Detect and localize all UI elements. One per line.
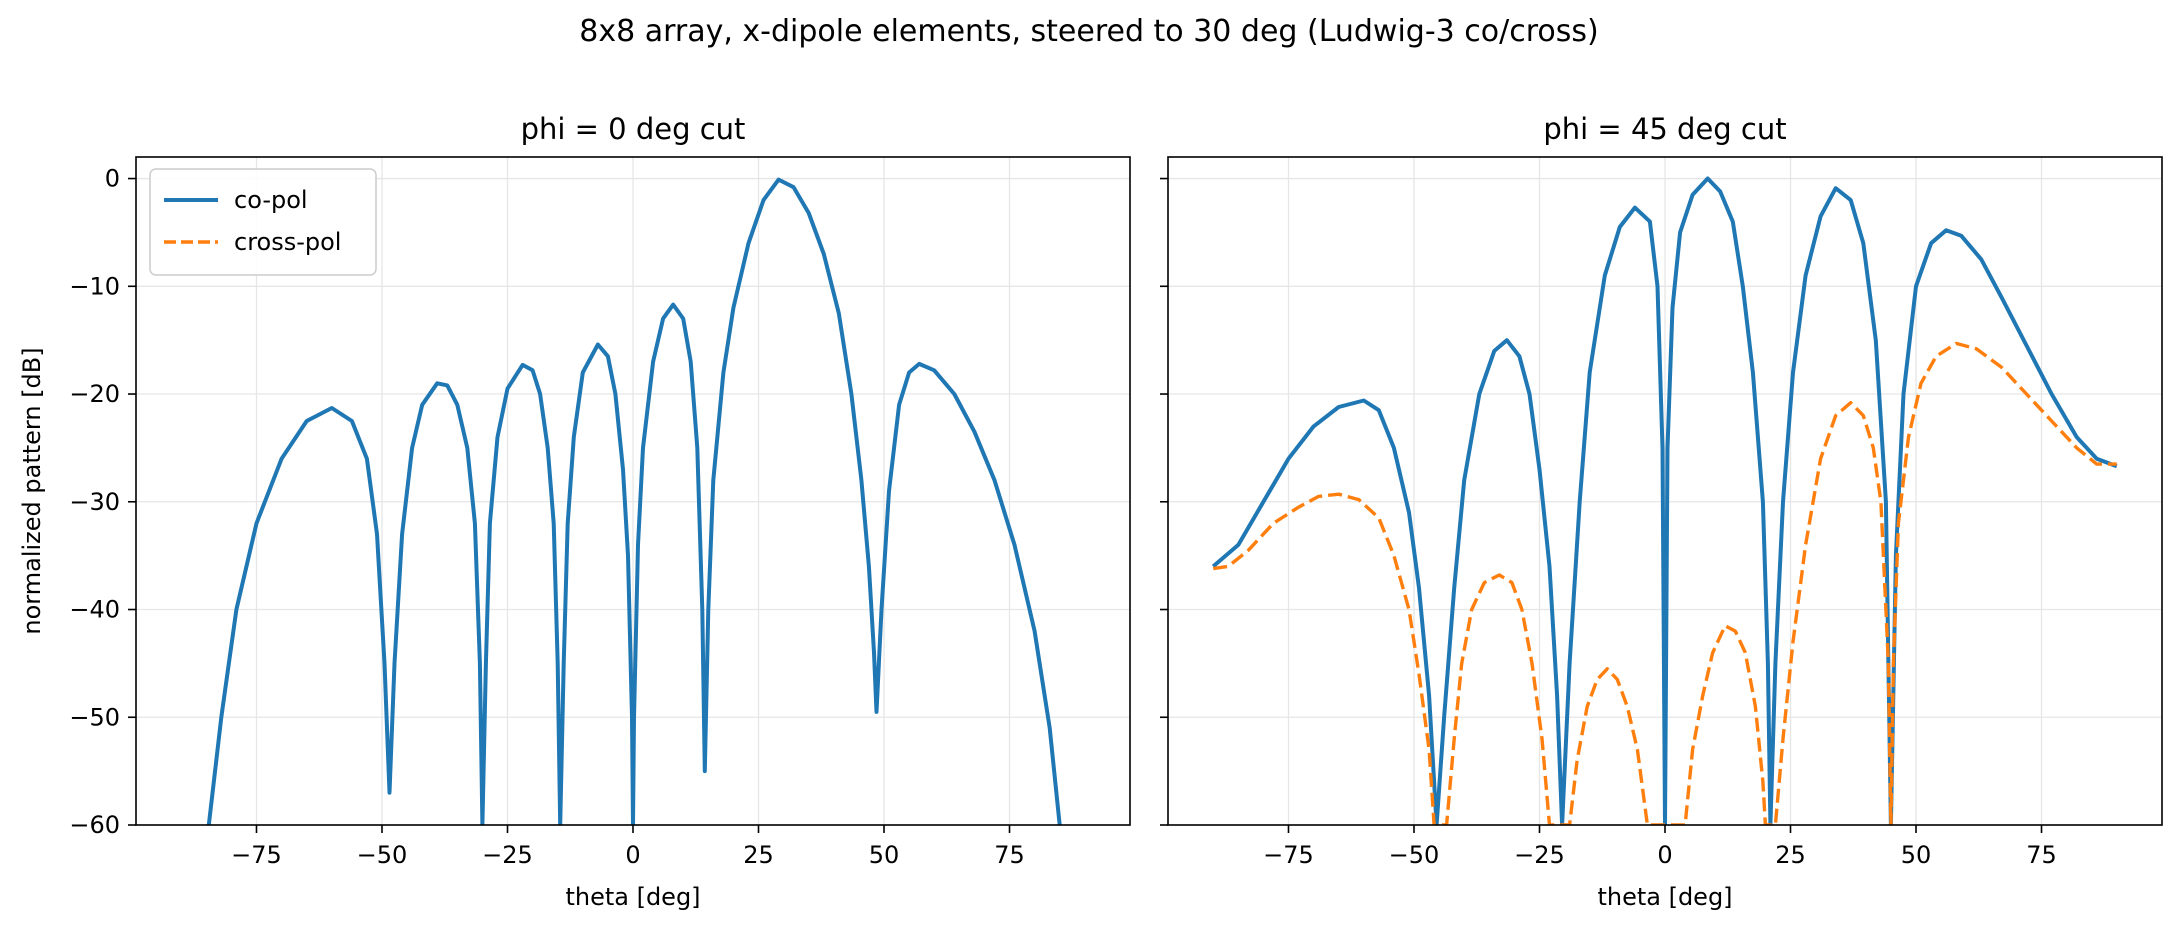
x-tick-label: 50 <box>1901 841 1932 869</box>
legend-box <box>149 168 377 276</box>
series-line-cross-pol <box>1212 341 2117 825</box>
series-line-co-pol <box>1211 176 2118 825</box>
x-tick-label: 0 <box>625 841 640 869</box>
panel-title: phi = 0 deg cut <box>521 112 746 146</box>
axes-frame <box>1167 156 2163 826</box>
panel-phi-45: −75 −50 −25 0 25 50 75 phi = 45 deg cut theta [d… <box>1160 112 2163 911</box>
x-tick-label: −75 <box>231 841 282 869</box>
panel-title: phi = 45 deg cut <box>1543 112 1786 146</box>
x-tick-label: 25 <box>743 841 774 869</box>
x-tick-label: 75 <box>994 841 1025 869</box>
x-axis-label: theta [deg] <box>1597 883 1732 911</box>
y-tick-label: −20 <box>69 380 120 408</box>
y-tick-label: −30 <box>69 488 120 516</box>
x-tick-label: 25 <box>1775 841 1806 869</box>
y-tick-label: −10 <box>69 272 120 300</box>
x-tick-label: −50 <box>357 841 408 869</box>
y-tick-label: −50 <box>69 703 120 731</box>
legend-label-co-pol: co-pol <box>234 186 308 214</box>
x-axis-label: theta [deg] <box>565 883 700 911</box>
panel-phi-0: −75 −50 −25 0 25 50 75 0 −10 −20 −30 −40 −50 −60 phi =… <box>18 112 1131 911</box>
x-tick-label: 50 <box>869 841 900 869</box>
series-line-co-pol <box>206 177 1062 825</box>
y-axis-label: normalized pattern [dB] <box>18 347 46 634</box>
x-tick-label: −25 <box>1514 841 1565 869</box>
axes-frame <box>135 156 1131 826</box>
y-tick-label: −60 <box>69 811 120 839</box>
y-tick-label: −40 <box>69 596 120 624</box>
y-tick-label: 0 <box>105 165 120 193</box>
x-tick-label: 75 <box>2026 841 2057 869</box>
legend-label-cross-pol: cross-pol <box>234 228 341 256</box>
figure-title: 8x8 array, x-dipole elements, steered to… <box>579 14 1599 49</box>
x-tick-label: −75 <box>1263 841 1314 869</box>
x-tick-label: 0 <box>1657 841 1672 869</box>
x-tick-label: −50 <box>1389 841 1440 869</box>
x-tick-label: −25 <box>482 841 533 869</box>
